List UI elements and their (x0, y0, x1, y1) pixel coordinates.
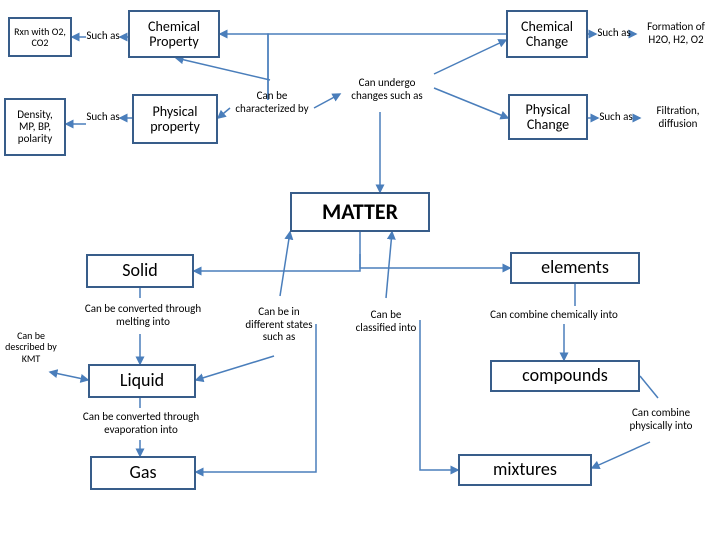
node-gas: Gas (90, 456, 196, 490)
node-combinechem: Can combine chemically into (470, 306, 638, 324)
node-mixtures: mixtures (458, 454, 592, 486)
node-liquid: Liquid (88, 364, 196, 398)
node-suchas1: Such as (86, 20, 120, 52)
node-combinephys: Can combine physically into (614, 398, 708, 442)
node-physchg: Physical Change (508, 94, 588, 140)
node-convmelt: Can be converted through melting into (78, 298, 208, 334)
node-suchas4: Such as (598, 102, 634, 132)
node-suchas2: Such as (596, 18, 632, 48)
node-classified: Can be classified into (352, 298, 420, 346)
node-states: Can be in different states such as (240, 296, 318, 354)
node-filtration: Filtration, diffusion (640, 102, 716, 134)
node-formation: Formation of H2O, H2, O2 (636, 14, 716, 54)
node-kmt: Can be described by KMT (2, 322, 60, 372)
node-chemprop: Chemical Property (128, 10, 220, 58)
node-undergo: Can undergo changes such as (340, 68, 434, 112)
node-solid: Solid (86, 254, 194, 288)
node-rxn: Rxn with O2, CO2 (8, 17, 72, 57)
node-compounds: compounds (490, 360, 640, 392)
node-density: Density, MP, BP, polarity (4, 98, 66, 156)
node-physprop: Physical property (132, 94, 218, 144)
node-convevap: Can be converted through evaporation int… (60, 408, 222, 440)
node-matter: MATTER (290, 192, 430, 232)
node-chemchg: Chemical Change (506, 10, 588, 58)
node-canbechar: Can be characterized by (230, 80, 314, 126)
node-suchas3: Such as (86, 102, 120, 132)
node-elements: elements (510, 252, 640, 284)
